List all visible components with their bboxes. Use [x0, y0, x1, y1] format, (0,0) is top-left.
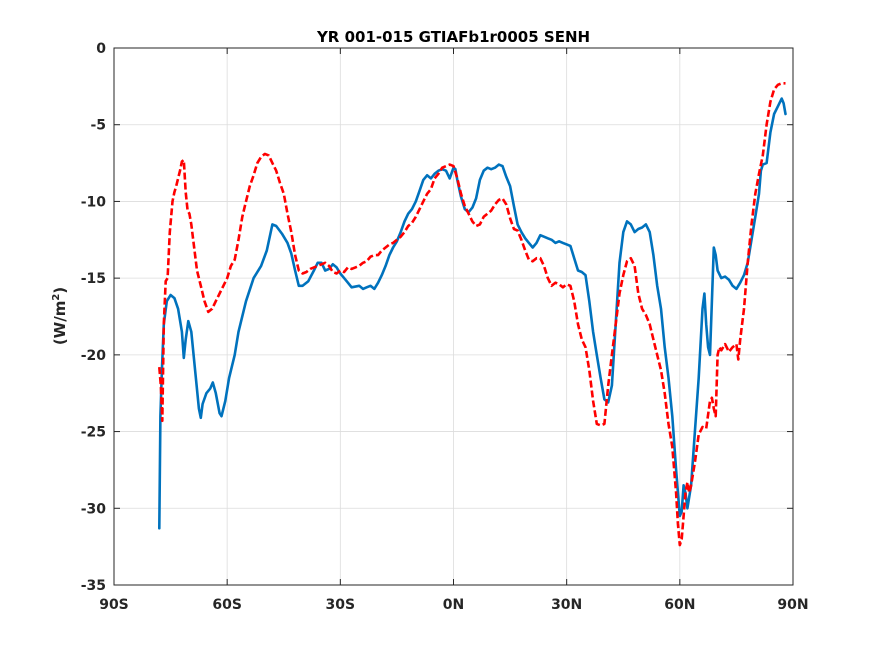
axis-ticks: 90S 60S 30S 0N 30N 60N 90N 0 -5 -10 -15 -20 -25 -30 -3…	[81, 41, 809, 613]
x-tick-label-1: 60S	[212, 597, 242, 613]
series-line-1	[158, 97, 787, 530]
y-axis-label-end: )	[51, 287, 69, 294]
y-tick-label-0: 0	[96, 41, 106, 57]
x-tick-label-5: 60N	[664, 597, 695, 613]
x-tick-label-4: 30N	[551, 597, 582, 613]
x-tick-label-2: 30S	[326, 597, 356, 613]
y-axis-label-superscript: 2	[51, 294, 62, 301]
y-tick-label-2: -10	[81, 194, 107, 210]
y-tick-label-4: -20	[81, 348, 107, 364]
x-tick-label-0: 90S	[99, 597, 129, 613]
chart-title: YR 001-015 GTIAFb1r0005 SENH	[316, 28, 590, 46]
x-tick-label-3: 0N	[443, 597, 464, 613]
y-tick-label-1: -5	[90, 118, 106, 134]
series-group	[158, 82, 787, 547]
y-tick-label-7: -35	[81, 578, 106, 594]
y-axis-label: (W/m2)	[51, 287, 69, 345]
x-tick-label-6: 90N	[777, 597, 808, 613]
y-axis-label-main: (W/m	[51, 301, 69, 346]
series-line-2	[158, 82, 786, 547]
y-tick-label-3: -15	[81, 271, 106, 287]
grid-lines	[114, 48, 793, 585]
y-tick-label-5: -25	[81, 425, 106, 441]
y-tick-label-6: -30	[81, 501, 107, 517]
